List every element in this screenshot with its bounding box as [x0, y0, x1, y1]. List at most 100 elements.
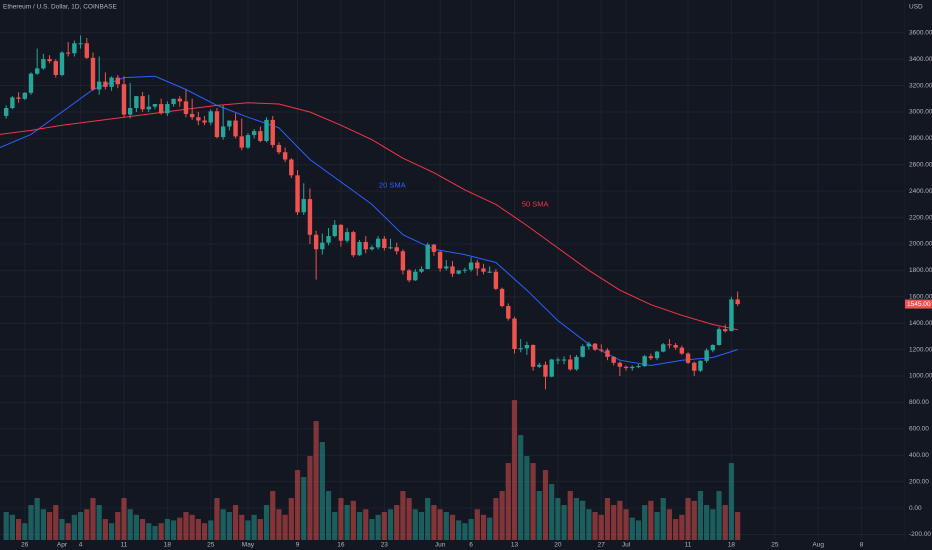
candle-body — [679, 347, 685, 354]
candle-body — [530, 344, 536, 367]
candle-body — [382, 238, 387, 248]
volume-bar — [499, 491, 505, 540]
volume-bar — [580, 500, 586, 540]
volume-bar — [691, 500, 697, 540]
candle-body — [214, 111, 220, 138]
candle-body — [648, 356, 654, 359]
candle-body — [233, 120, 238, 137]
volume-bar — [431, 505, 437, 540]
volume-bar — [189, 514, 195, 540]
x-tick-label: 16 — [337, 542, 345, 549]
volume-bar — [34, 498, 40, 540]
volume-bar — [418, 512, 425, 540]
candle-body — [320, 242, 325, 250]
volume-bar — [294, 470, 301, 540]
volume-bar — [350, 500, 356, 540]
candle-body — [667, 344, 672, 346]
candle-body — [673, 344, 678, 348]
candle-body — [450, 266, 455, 274]
candle-body — [307, 199, 313, 235]
candle-body — [419, 269, 424, 272]
chart-title: Ethereum / U.S. Dollar, 1D, COINBASE — [3, 4, 117, 11]
candle-body — [623, 366, 629, 369]
volume-bar — [325, 491, 332, 540]
volume-bar — [387, 509, 394, 540]
series-label: 50 SMA — [522, 199, 549, 208]
x-tick-label: May — [242, 542, 255, 549]
x-tick-label: 4 — [79, 542, 83, 549]
candle-body — [661, 344, 666, 352]
candle-body — [158, 104, 164, 114]
volume-bar — [673, 519, 679, 540]
volume-bar — [518, 435, 524, 540]
candle-body — [208, 111, 213, 123]
candle-body — [47, 59, 52, 62]
volume-bar — [214, 498, 220, 540]
candle-body — [177, 98, 182, 102]
candle-body — [251, 131, 257, 136]
y-tick-label: 1600.00 — [909, 294, 932, 301]
candle-body — [524, 344, 530, 349]
volume-bar — [152, 526, 158, 540]
candle-body — [34, 68, 40, 74]
candle-body — [704, 350, 709, 361]
candle-body — [543, 364, 548, 377]
candle-body — [146, 106, 151, 110]
candle-body — [140, 96, 145, 110]
candle-body — [326, 236, 331, 243]
candle-body — [53, 61, 58, 75]
y-tick-label: 2400.00 — [909, 188, 932, 195]
currency-label: USD — [909, 4, 923, 11]
volume-bar — [611, 505, 617, 540]
y-tick-label: -200.00 — [909, 531, 931, 538]
volume-bar — [648, 500, 654, 540]
volume-bar — [164, 519, 170, 540]
candle-body — [580, 346, 585, 357]
candle-body — [512, 318, 517, 349]
volume-bar — [245, 520, 251, 540]
volume-bar — [127, 509, 133, 540]
volume-bar — [555, 498, 561, 540]
candle-body — [189, 113, 195, 118]
volume-bar — [536, 491, 542, 540]
candle-body — [400, 251, 406, 271]
x-tick-label: 20 — [554, 542, 562, 549]
candle-body — [456, 270, 461, 274]
candle-body — [487, 271, 492, 273]
x-tick-label: Apr — [57, 542, 68, 549]
candle-body — [109, 77, 114, 87]
volume-bar — [90, 498, 96, 540]
candle-body — [239, 136, 244, 148]
volume-bar — [549, 484, 555, 540]
volume-bar — [704, 505, 710, 540]
candle-body — [561, 359, 567, 361]
volume-layer — [3, 400, 741, 540]
volume-bar — [679, 514, 685, 540]
x-tick-label: 25 — [207, 542, 215, 549]
volume-bar — [363, 509, 369, 540]
x-tick-label: 13 — [511, 542, 519, 549]
volume-bar — [642, 505, 648, 540]
x-tick-label: Jul — [622, 542, 631, 549]
volume-bar — [108, 523, 115, 540]
volume-bar — [356, 512, 363, 540]
volume-bar — [301, 477, 307, 540]
volume-bar — [468, 519, 474, 540]
y-tick-label: 3600.00 — [909, 29, 932, 36]
y-tick-label: 200.00 — [909, 478, 929, 485]
volume-bar — [635, 520, 642, 540]
volume-bar — [617, 500, 623, 540]
volume-bar — [369, 519, 375, 540]
price-axis-panel — [905, 0, 932, 550]
candle-body — [28, 73, 34, 93]
volume-bar — [449, 514, 456, 540]
candle-body — [351, 232, 356, 256]
volume-bar — [257, 519, 263, 540]
candle-body — [90, 57, 96, 90]
candle-body — [220, 126, 226, 138]
candle-body — [72, 43, 77, 54]
volume-bar — [313, 421, 319, 540]
y-tick-label: 2800.00 — [909, 135, 932, 142]
volume-bar — [332, 512, 338, 540]
